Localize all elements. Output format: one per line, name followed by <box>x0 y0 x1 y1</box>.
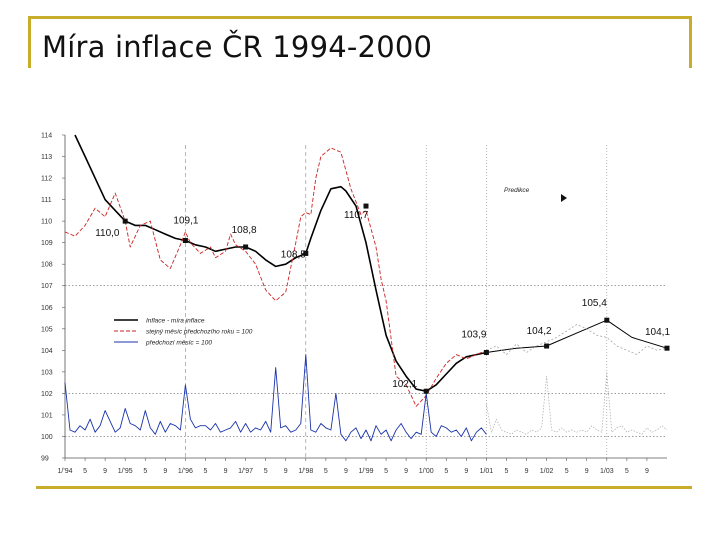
marker-m48 <box>303 250 309 256</box>
y-tick-label-100: 100 <box>41 434 53 441</box>
marker-m84 <box>483 349 489 355</box>
marker-m60 <box>363 203 369 209</box>
y-tick-label-101: 101 <box>41 412 53 419</box>
x-tick-label-8: 9 <box>224 468 228 475</box>
y-tick-label-110: 110 <box>41 219 52 226</box>
series-month-on-month-prediction-line <box>486 371 668 435</box>
x-tick-label-9: 1/'97 <box>238 468 253 475</box>
point-label-m120: 104,1 <box>645 327 670 338</box>
point-label-m108: 105,4 <box>582 298 607 309</box>
x-tick-label-16: 5 <box>384 468 388 475</box>
x-tick-label-18: 1/'00 <box>419 468 434 475</box>
x-tick-label-6: 1/'96 <box>178 468 193 475</box>
point-label-m84: 103,9 <box>461 329 486 340</box>
y-axis-ticks: 99 100 101 102 103 104 105 106 107 108 109 110 111 11… <box>41 133 65 463</box>
point-label-m60: 110,7 <box>344 210 369 221</box>
series-year-on-year-line <box>64 147 487 407</box>
prediction-arrow-icon <box>561 194 567 202</box>
x-tick-label-23: 9 <box>525 468 529 475</box>
y-tick-label-105: 105 <box>41 326 53 333</box>
prediction-label: Predikce <box>504 187 530 194</box>
point-label-m96: 104,2 <box>527 326 552 337</box>
marker-m36 <box>243 244 249 250</box>
legend-label-stejny-mesic: stejný měsíc předchozího roku = 100 <box>146 329 253 336</box>
chart-point-labels: 110,0 109,1 108,8 108,5 110,7 102,1 103,9 104,2… <box>95 210 670 390</box>
y-tick-label-111: 111 <box>41 197 52 204</box>
chart-markers <box>122 203 670 394</box>
slide-title: Míra inflace ČR 1994-2000 <box>42 30 433 64</box>
slide-frame-right <box>689 16 692 68</box>
x-tick-label-19: 5 <box>444 468 448 475</box>
x-tick-label-26: 9 <box>585 468 589 475</box>
point-label-m72: 102,1 <box>392 379 417 390</box>
x-tick-label-25: 5 <box>565 468 569 475</box>
x-tick-label-27: 1/03 <box>600 468 614 475</box>
x-tick-label-0: 1/'94 <box>58 468 73 475</box>
chart-legend: Inflace - míra inflace stejný měsíc před… <box>114 318 253 347</box>
y-tick-label-113: 113 <box>41 154 52 161</box>
x-tick-label-11: 9 <box>284 468 288 475</box>
legend-label-predchozi-mesic: předchozí měsíc = 100 <box>145 340 212 347</box>
series-inflation-prediction-line <box>486 319 668 353</box>
x-tick-label-15: 1/'99 <box>359 468 374 475</box>
y-tick-label-107: 107 <box>41 283 53 290</box>
x-tick-label-7: 5 <box>204 468 208 475</box>
y-tick-label-112: 112 <box>41 176 52 183</box>
marker-m12 <box>122 218 128 224</box>
series-inflation-line <box>74 134 487 393</box>
x-tick-label-24: 1/02 <box>540 468 554 475</box>
x-tick-label-2: 9 <box>103 468 107 475</box>
x-tick-label-14: 9 <box>344 468 348 475</box>
x-tick-label-28: 5 <box>625 468 629 475</box>
x-axis-ticks: 1/'94 5 9 1/'95 5 9 1/'96 5 9 1/'97 5 9 1/'98 5 9 1/'99… <box>58 458 649 475</box>
marker-m24 <box>182 238 188 244</box>
legend-label-inflace: Inflace - míra inflace <box>146 318 205 325</box>
x-tick-label-3: 1/'95 <box>118 468 133 475</box>
y-tick-label-106: 106 <box>41 305 53 312</box>
x-tick-label-10: 5 <box>264 468 268 475</box>
x-tick-label-4: 5 <box>143 468 147 475</box>
series-year-on-year-prediction-line <box>486 324 668 355</box>
x-tick-label-29: 9 <box>645 468 649 475</box>
slide-frame-top <box>28 16 692 19</box>
x-tick-label-5: 9 <box>163 468 167 475</box>
point-label-m12: 110,0 <box>95 228 120 239</box>
x-tick-label-13: 5 <box>324 468 328 475</box>
slide-frame-left <box>28 16 31 68</box>
marker-m72 <box>423 388 429 394</box>
y-tick-label-99: 99 <box>41 456 49 463</box>
x-tick-label-20: 9 <box>464 468 468 475</box>
marker-m96 <box>544 343 550 349</box>
point-label-m36: 108,8 <box>232 225 257 236</box>
slide-frame-bottom <box>36 486 692 489</box>
y-tick-label-102: 102 <box>41 391 53 398</box>
y-tick-label-109: 109 <box>41 240 53 247</box>
chart-series <box>64 134 668 442</box>
marker-m108 <box>604 317 610 323</box>
chart-grid <box>64 135 667 459</box>
x-tick-label-1: 5 <box>83 468 87 475</box>
series-month-on-month-line <box>64 354 487 442</box>
y-tick-label-114: 114 <box>41 133 52 140</box>
x-tick-label-17: 9 <box>404 468 408 475</box>
x-tick-label-22: 5 <box>505 468 509 475</box>
y-tick-label-108: 108 <box>41 262 53 269</box>
x-tick-label-21: 1/01 <box>480 468 494 475</box>
y-tick-label-103: 103 <box>41 369 53 376</box>
point-label-m48: 108,5 <box>281 249 306 260</box>
x-tick-label-12: 1/'98 <box>298 468 313 475</box>
marker-m120 <box>664 345 670 351</box>
point-label-m24: 109,1 <box>173 216 198 227</box>
y-tick-label-104: 104 <box>41 348 53 355</box>
